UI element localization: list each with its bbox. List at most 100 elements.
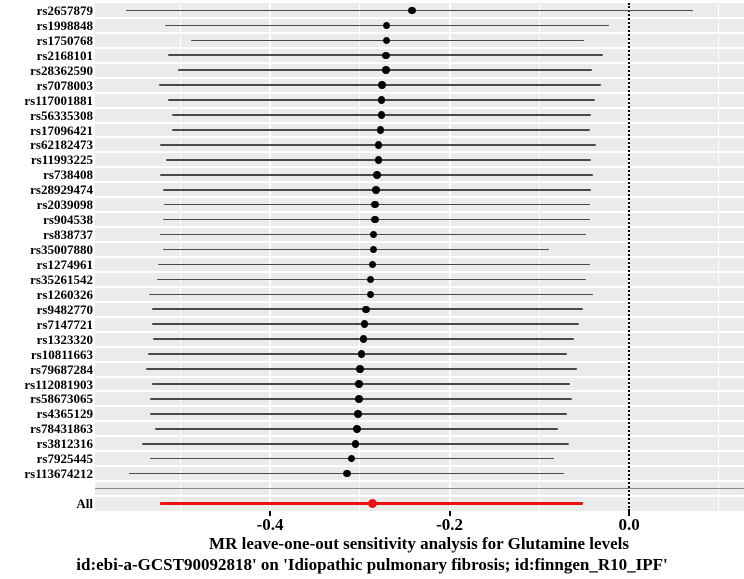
horizontal-gridline <box>95 315 744 318</box>
horizontal-gridline <box>95 465 744 468</box>
snp-row-label: rs904538 <box>43 212 93 228</box>
snp-row-label: rs1750768 <box>36 32 93 48</box>
snp-estimate-point <box>343 469 351 478</box>
snp-row-label: rs2168101 <box>36 47 93 63</box>
vertical-minor-gridline <box>538 3 540 511</box>
snp-estimate-point <box>359 335 368 343</box>
snp-estimate-point <box>373 171 381 179</box>
snp-estimate-point <box>371 200 379 209</box>
snp-row-label: rs7078003 <box>36 77 93 93</box>
horizontal-gridline <box>95 435 744 438</box>
horizontal-gridline <box>95 136 744 139</box>
snp-estimate-point <box>377 96 386 104</box>
snp-estimate-point <box>354 410 362 418</box>
horizontal-gridline <box>95 106 744 109</box>
snp-row-label: rs1274961 <box>36 256 93 272</box>
x-axis-tick-label: -0.2 <box>436 515 464 534</box>
horizontal-gridline <box>95 375 744 378</box>
snp-row-label: rs78431863 <box>30 421 93 437</box>
horizontal-gridline <box>95 360 744 363</box>
snp-row-label: rs11993225 <box>30 152 93 168</box>
horizontal-gridline <box>95 390 744 393</box>
snp-row-label: rs7925445 <box>36 451 93 467</box>
snp-estimate-point <box>366 290 375 299</box>
separator-line <box>95 488 744 490</box>
snp-estimate-point <box>356 365 364 373</box>
vertical-minor-gridline <box>718 3 720 511</box>
snp-estimate-point <box>360 320 369 328</box>
horizontal-gridline <box>95 420 744 423</box>
horizontal-gridline <box>95 495 744 498</box>
horizontal-gridline <box>95 16 744 19</box>
snp-estimate-point <box>372 186 380 194</box>
snp-estimate-point <box>378 81 386 89</box>
vertical-major-gridline <box>448 3 451 511</box>
horizontal-gridline <box>95 181 744 184</box>
snp-estimate-point <box>368 260 377 269</box>
snp-row-label: rs1998848 <box>36 17 93 33</box>
snp-row-label: rs113674212 <box>24 466 93 482</box>
x-axis-title-line-1: MR leave-one-out sensitivity analysis fo… <box>209 534 629 553</box>
snp-estimate-point <box>355 395 363 403</box>
snp-row-label: rs10811663 <box>30 346 93 362</box>
snp-estimate-point <box>374 156 383 164</box>
snp-row-label: rs9482770 <box>36 301 93 317</box>
horizontal-gridline <box>95 151 744 154</box>
snp-estimate-point <box>382 51 390 60</box>
horizontal-gridline <box>95 450 744 453</box>
snp-row-label: rs738408 <box>43 167 93 183</box>
horizontal-gridline <box>95 166 744 169</box>
snp-row-label: rs35261542 <box>30 271 93 287</box>
snp-row-label: rs28362590 <box>30 62 93 78</box>
snp-row-label: rs62182473 <box>30 137 93 153</box>
snp-row-label: rs17096421 <box>30 122 93 138</box>
snp-ci-line <box>147 353 568 355</box>
snp-estimate-point <box>408 6 416 15</box>
horizontal-gridline <box>95 91 744 94</box>
snp-estimate-point <box>376 126 385 134</box>
snp-estimate-point <box>369 230 378 239</box>
horizontal-gridline <box>95 31 744 34</box>
snp-row-label: rs35007880 <box>30 242 93 258</box>
horizontal-gridline <box>95 480 744 483</box>
snp-estimate-point <box>347 454 356 463</box>
snp-row-label: rs79687284 <box>30 361 93 377</box>
snp-estimate-point <box>351 440 360 448</box>
snp-estimate-point <box>362 305 370 314</box>
horizontal-gridline <box>95 330 744 333</box>
x-axis-title-line-2: id:ebi-a-GCST90092818' on 'Idiopathic pu… <box>76 555 668 574</box>
horizontal-gridline <box>95 121 744 124</box>
horizontal-gridline <box>95 76 744 79</box>
snp-ci-line <box>163 248 550 251</box>
vertical-minor-gridline <box>179 3 181 511</box>
horizontal-gridline <box>95 300 744 303</box>
snp-estimate-point <box>353 425 361 433</box>
horizontal-gridline <box>95 211 744 214</box>
plot-panel <box>95 3 744 511</box>
snp-estimate-point <box>371 215 379 224</box>
snp-estimate-point <box>382 66 390 74</box>
snp-row-label: rs2657879 <box>36 2 93 18</box>
x-axis-tick-label: 0.0 <box>618 515 640 534</box>
snp-row-label: rs28929474 <box>30 182 93 198</box>
horizontal-gridline <box>95 46 744 49</box>
horizontal-gridline <box>95 270 744 273</box>
vertical-major-gridline <box>269 3 272 511</box>
row-label-all: All <box>76 496 93 512</box>
x-axis-tick-mark <box>269 511 272 516</box>
horizontal-gridline <box>95 241 744 244</box>
snp-estimate-point <box>377 111 386 119</box>
all-estimate-point <box>367 499 377 509</box>
snp-row-label: rs58673065 <box>30 391 93 407</box>
horizontal-gridline <box>95 285 744 288</box>
zero-reference-line <box>628 3 631 511</box>
x-axis-tick-mark <box>448 511 451 516</box>
snp-estimate-point <box>382 21 391 30</box>
snp-estimate-point <box>357 350 366 358</box>
snp-estimate-point <box>369 245 378 254</box>
x-axis-tick-label: -0.4 <box>256 515 284 534</box>
horizontal-gridline <box>95 256 744 258</box>
snp-row-label: rs1260326 <box>36 286 93 302</box>
snp-row-label: rs2039098 <box>36 197 93 213</box>
